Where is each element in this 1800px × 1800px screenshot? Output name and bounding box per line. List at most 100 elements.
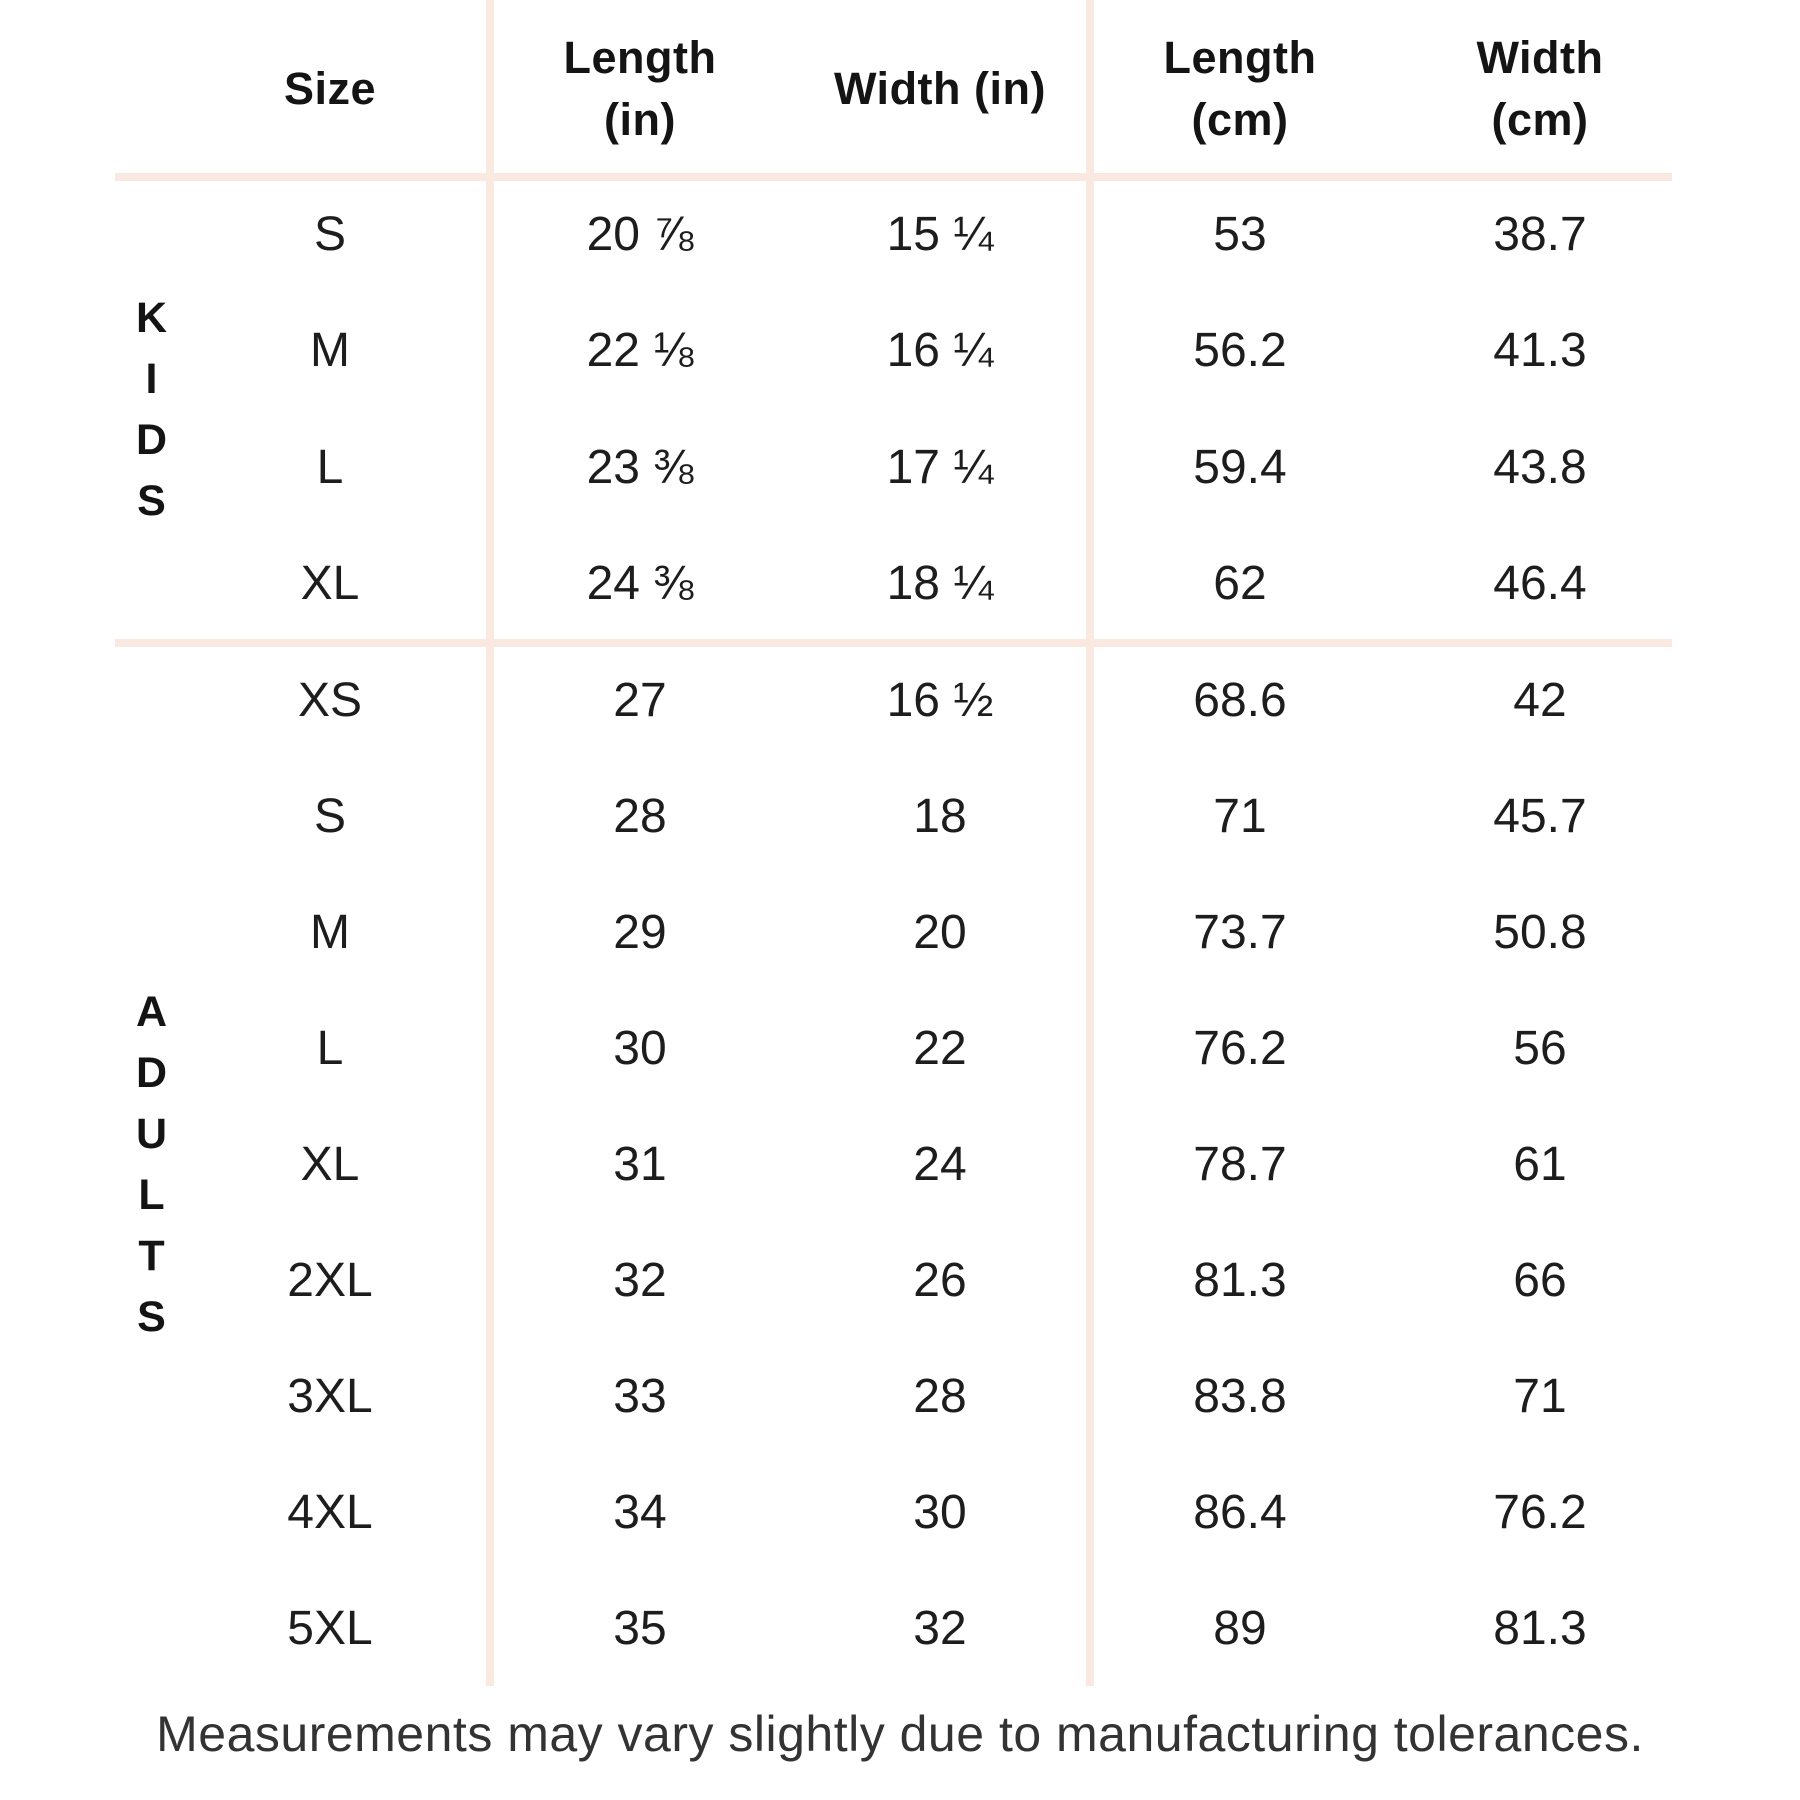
length-in-cell: 33 — [613, 1369, 667, 1423]
size-cell: 3XL — [287, 1369, 373, 1423]
width-cm-cell: 66 — [1513, 1253, 1567, 1307]
length-in-cell: 29 — [613, 905, 667, 959]
width-cm-cell: 45.7 — [1493, 789, 1587, 843]
length-in-cell: 23 ⅜ — [586, 440, 694, 494]
size-cell: 5XL — [287, 1601, 373, 1655]
size-cell: 2XL — [287, 1253, 373, 1307]
size-cell: S — [313, 789, 346, 843]
length-in-cell: 31 — [613, 1137, 667, 1191]
table-row: XS 27 16 ½ 68.6 42 — [0, 643, 1700, 759]
kids-adults-divider-line — [115, 639, 1672, 647]
width-in-cell: 30 — [913, 1485, 967, 1539]
size-cell: L — [316, 1021, 344, 1075]
length-cm-cell: 68.6 — [1193, 673, 1287, 727]
width-in-column-header: Width (in) — [833, 62, 1046, 114]
header-line: (cm) — [1191, 93, 1289, 145]
length-in-column-header: Length (in) — [490, 27, 790, 151]
table-row: M 29 20 73.7 50.8 — [0, 875, 1700, 991]
width-in-cell: 24 — [913, 1137, 967, 1191]
length-in-cell: 35 — [613, 1601, 667, 1655]
length-cm-cell: 83.8 — [1193, 1369, 1287, 1423]
table-row: S 28 18 71 45.7 — [0, 759, 1700, 875]
width-cm-cell: 43.8 — [1493, 440, 1587, 494]
width-in-cell: 16 ½ — [886, 673, 994, 727]
length-in-cell: 20 ⅞ — [586, 207, 694, 261]
size-cell: S — [313, 207, 346, 261]
table-row: L 30 22 76.2 56 — [0, 991, 1700, 1107]
length-in-cell: 32 — [613, 1253, 667, 1307]
table-row: 4XL 34 30 86.4 76.2 — [0, 1455, 1700, 1571]
size-cell: M — [310, 905, 350, 959]
width-cm-cell: 71 — [1513, 1369, 1567, 1423]
width-in-cell: 16 ¼ — [886, 324, 994, 378]
size-column-header: Size — [283, 62, 377, 114]
header-line: (in) — [604, 93, 676, 145]
length-cm-cell: 71 — [1213, 789, 1267, 843]
group-letter: S — [137, 1293, 167, 1341]
width-cm-cell: 38.7 — [1493, 207, 1587, 261]
table-row: 5XL 35 32 89 81.3 — [0, 1571, 1700, 1687]
width-cm-column-header: Width (cm) — [1390, 27, 1690, 151]
length-cm-cell: 73.7 — [1193, 905, 1287, 959]
width-cm-cell: 76.2 — [1493, 1485, 1587, 1539]
header-line: (cm) — [1491, 93, 1589, 145]
length-in-cell: 28 — [613, 789, 667, 843]
length-cm-cell: 59.4 — [1193, 440, 1287, 494]
width-in-cell: 26 — [913, 1253, 967, 1307]
length-cm-cell: 62 — [1213, 557, 1267, 611]
size-chart-table: Size Length (in) Width (in) Length (cm) … — [0, 0, 1700, 1687]
adults-section: A D U L T S XS 27 16 ½ 68.6 42 S 28 18 7… — [0, 643, 1700, 1687]
size-cell: XL — [300, 1137, 360, 1191]
length-cm-cell: 76.2 — [1193, 1021, 1287, 1075]
column-divider-line-1 — [486, 0, 494, 1686]
width-cm-cell: 41.3 — [1493, 324, 1587, 378]
length-in-cell: 24 ⅜ — [586, 557, 694, 611]
length-cm-cell: 86.4 — [1193, 1485, 1287, 1539]
group-letter: S — [137, 477, 167, 525]
length-cm-column-header: Length (cm) — [1090, 27, 1390, 151]
header-line: Length — [1163, 31, 1317, 83]
size-cell: XS — [297, 673, 363, 727]
kids-group-label: K I D S — [136, 288, 168, 532]
table-row: 3XL 33 28 83.8 71 — [0, 1339, 1700, 1455]
group-letter: D — [135, 416, 169, 464]
adults-group-label: A D U L T S — [136, 982, 168, 1348]
table-row: XL 24 ⅜ 18 ¼ 62 46.4 — [0, 527, 1700, 644]
width-in-cell: 32 — [913, 1601, 967, 1655]
width-in-cell: 17 ¼ — [886, 440, 994, 494]
length-in-cell: 34 — [613, 1485, 667, 1539]
width-in-cell: 22 — [913, 1021, 967, 1075]
group-letter: K — [135, 294, 169, 342]
length-cm-cell: 56.2 — [1193, 324, 1287, 378]
width-cm-cell: 50.8 — [1493, 905, 1587, 959]
group-letter: A — [135, 988, 169, 1036]
width-in-cell: 18 ¼ — [886, 557, 994, 611]
length-in-cell: 22 ⅛ — [586, 324, 694, 378]
width-cm-cell: 46.4 — [1493, 557, 1587, 611]
group-letter: D — [135, 1049, 169, 1097]
column-divider-line-2 — [1086, 0, 1094, 1686]
width-in-cell: 20 — [913, 905, 967, 959]
width-in-cell: 18 — [913, 789, 967, 843]
length-in-cell: 27 — [613, 673, 667, 727]
width-cm-cell: 81.3 — [1493, 1601, 1587, 1655]
group-letter: T — [138, 1232, 166, 1280]
width-in-cell: 28 — [913, 1369, 967, 1423]
size-cell: L — [316, 440, 344, 494]
kids-section: K I D S S 20 ⅞ 15 ¼ 53 38.7 M 22 ⅛ 16 ¼ … — [0, 177, 1700, 643]
length-in-cell: 30 — [613, 1021, 667, 1075]
header-line: Width — [1476, 31, 1604, 83]
group-letter: L — [138, 1171, 166, 1219]
table-row: M 22 ⅛ 16 ¼ 56.2 41.3 — [0, 294, 1700, 411]
width-cm-cell: 61 — [1513, 1137, 1567, 1191]
size-cell: XL — [300, 557, 360, 611]
length-cm-cell: 78.7 — [1193, 1137, 1287, 1191]
size-cell: 4XL — [287, 1485, 373, 1539]
width-cm-cell: 56 — [1513, 1021, 1567, 1075]
table-row: S 20 ⅞ 15 ¼ 53 38.7 — [0, 177, 1700, 294]
header-line: Length — [563, 31, 717, 83]
table-header-row: Size Length (in) Width (in) Length (cm) … — [0, 0, 1700, 177]
table-row: L 23 ⅜ 17 ¼ 59.4 43.8 — [0, 410, 1700, 527]
group-letter: U — [135, 1110, 169, 1158]
